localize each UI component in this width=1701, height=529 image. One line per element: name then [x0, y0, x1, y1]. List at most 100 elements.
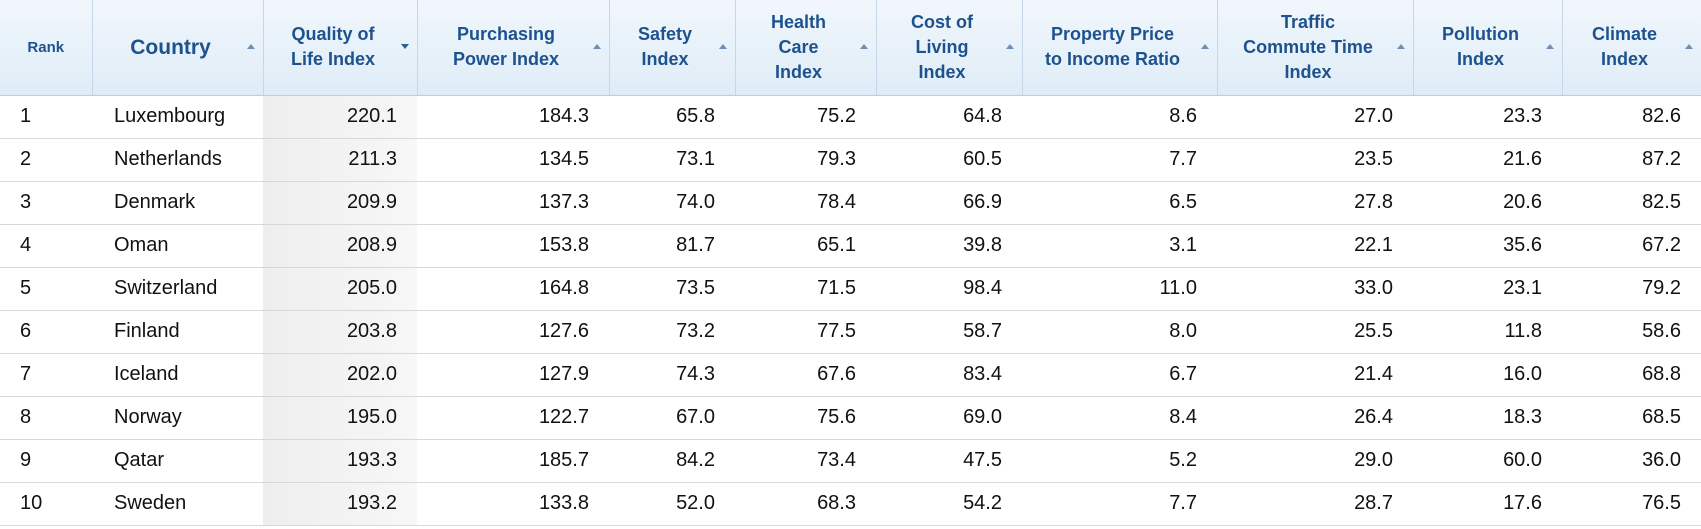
table-cell: 82.6 — [1562, 95, 1701, 139]
header-text: Index — [1600, 49, 1648, 70]
table-cell: 7.7 — [1022, 482, 1217, 526]
table-cell: 3.1 — [1022, 224, 1217, 268]
table-cell: 6.5 — [1022, 181, 1217, 225]
sort-icon[interactable] — [1005, 44, 1014, 49]
header-text: Index — [918, 61, 966, 82]
table-row: 1 Luxembourg 220.1 184.3 65.8 75.2 64.8 8.6 27.0… — [0, 95, 1701, 139]
sort-icon[interactable] — [592, 44, 601, 49]
table-cell: 64.8 — [876, 95, 1022, 139]
table-cell: 9 — [0, 439, 92, 483]
table-cell: 27.8 — [1217, 181, 1413, 225]
table-cell: 67.2 — [1562, 224, 1701, 268]
table-cell: 6 — [0, 310, 92, 354]
table-cell: 5 — [0, 267, 92, 311]
table-cell: 25.5 — [1217, 310, 1413, 354]
table-cell: 81.7 — [609, 224, 735, 268]
table-cell: 153.8 — [417, 224, 609, 268]
table-cell: 47.5 — [876, 439, 1022, 483]
table-cell: 3 — [0, 181, 92, 225]
column-header[interactable]: Cost of Living Index — [876, 0, 1023, 96]
table-cell: Switzerland — [92, 267, 263, 311]
table-cell: 10 — [0, 482, 92, 526]
table-cell: 66.9 — [876, 181, 1022, 225]
table-cell: 6.7 — [1022, 353, 1217, 397]
table-cell: 27.0 — [1217, 95, 1413, 139]
table-cell: 133.8 — [417, 482, 609, 526]
table-body: 1 Luxembourg 220.1 184.3 65.8 75.2 64.8 8.6 27.0… — [0, 95, 1701, 526]
table-cell: 79.2 — [1562, 267, 1701, 311]
table-cell: 134.5 — [417, 138, 609, 182]
table-cell: 82.5 — [1562, 181, 1701, 225]
sort-icon[interactable] — [1396, 44, 1405, 49]
table-cell: 11.0 — [1022, 267, 1217, 311]
table-cell: Finland — [92, 310, 263, 354]
header-text: Traffic — [1280, 11, 1336, 32]
table-row: 9 Qatar 193.3 185.7 84.2 73.4 47.5 5.2 29.0 60.0 3… — [0, 439, 1701, 483]
column-header[interactable]: Rank — [0, 0, 93, 96]
header-text: Index — [641, 49, 689, 70]
table-cell: 73.1 — [609, 138, 735, 182]
sort-icon[interactable] — [1545, 44, 1554, 49]
table-cell: 203.8 — [263, 310, 417, 354]
table-cell: 5.2 — [1022, 439, 1217, 483]
column-header[interactable]: Pollution Index — [1413, 0, 1563, 96]
header-text: Country — [130, 35, 211, 59]
sort-icon[interactable] — [718, 44, 727, 49]
table-cell: 74.0 — [609, 181, 735, 225]
table-cell: 83.4 — [876, 353, 1022, 397]
table-cell: 65.1 — [735, 224, 876, 268]
table-cell: Denmark — [92, 181, 263, 225]
table-cell: 67.6 — [735, 353, 876, 397]
table-cell: 185.7 — [417, 439, 609, 483]
sort-icon[interactable] — [246, 44, 255, 49]
table-cell: 74.3 — [609, 353, 735, 397]
table-cell: 60.0 — [1413, 439, 1562, 483]
header-text: Health — [770, 11, 826, 32]
table-cell: 23.3 — [1413, 95, 1562, 139]
table-cell: 22.1 — [1217, 224, 1413, 268]
column-header[interactable]: Property Price to Income Ratio — [1022, 0, 1218, 96]
sort-icon[interactable] — [1684, 44, 1693, 49]
table-cell: 208.9 — [263, 224, 417, 268]
table-cell: 98.4 — [876, 267, 1022, 311]
table-row: 3 Denmark 209.9 137.3 74.0 78.4 66.9 6.5 27.8 20.… — [0, 181, 1701, 225]
table-cell: 68.3 — [735, 482, 876, 526]
header-text: Life Index — [290, 49, 375, 70]
column-header[interactable]: Quality of Life Index — [263, 0, 418, 96]
table-cell: 193.2 — [263, 482, 417, 526]
column-header[interactable]: Health Care Index — [735, 0, 877, 96]
table-row: 4 Oman 208.9 153.8 81.7 65.1 39.8 3.1 22.1 35.6 67… — [0, 224, 1701, 268]
table-cell: 69.0 — [876, 396, 1022, 440]
table-cell: 8.0 — [1022, 310, 1217, 354]
sort-icon[interactable] — [400, 44, 409, 49]
table-cell: 21.4 — [1217, 353, 1413, 397]
table-cell: 73.4 — [735, 439, 876, 483]
header-row: Rank Country Quality of Life Index Purchasin… — [0, 0, 1701, 96]
table-cell: 68.8 — [1562, 353, 1701, 397]
header-text: Index — [1284, 61, 1332, 82]
header-text: Power Index — [452, 49, 560, 70]
table-cell: 8.4 — [1022, 396, 1217, 440]
column-header[interactable]: Safety Index — [609, 0, 736, 96]
column-header[interactable]: Country — [92, 0, 264, 96]
table-cell: 36.0 — [1562, 439, 1701, 483]
table-cell: Sweden — [92, 482, 263, 526]
table-cell: 122.7 — [417, 396, 609, 440]
header-text: Rank — [27, 38, 65, 56]
column-header[interactable]: Traffic Commute Time Index — [1217, 0, 1414, 96]
table-cell: 8 — [0, 396, 92, 440]
table-cell: 65.8 — [609, 95, 735, 139]
header-text: Index — [1456, 49, 1504, 70]
table-cell: 184.3 — [417, 95, 609, 139]
table-cell: 4 — [0, 224, 92, 268]
column-header[interactable]: Climate Index — [1562, 0, 1701, 96]
table-cell: 71.5 — [735, 267, 876, 311]
column-header[interactable]: Purchasing Power Index — [417, 0, 610, 96]
table-cell: 73.2 — [609, 310, 735, 354]
table-cell: 2 — [0, 138, 92, 182]
sort-icon[interactable] — [859, 44, 868, 49]
table-cell: 76.5 — [1562, 482, 1701, 526]
table-row: 7 Iceland 202.0 127.9 74.3 67.6 83.4 6.7 21.4 16.… — [0, 353, 1701, 397]
sort-icon[interactable] — [1200, 44, 1209, 49]
